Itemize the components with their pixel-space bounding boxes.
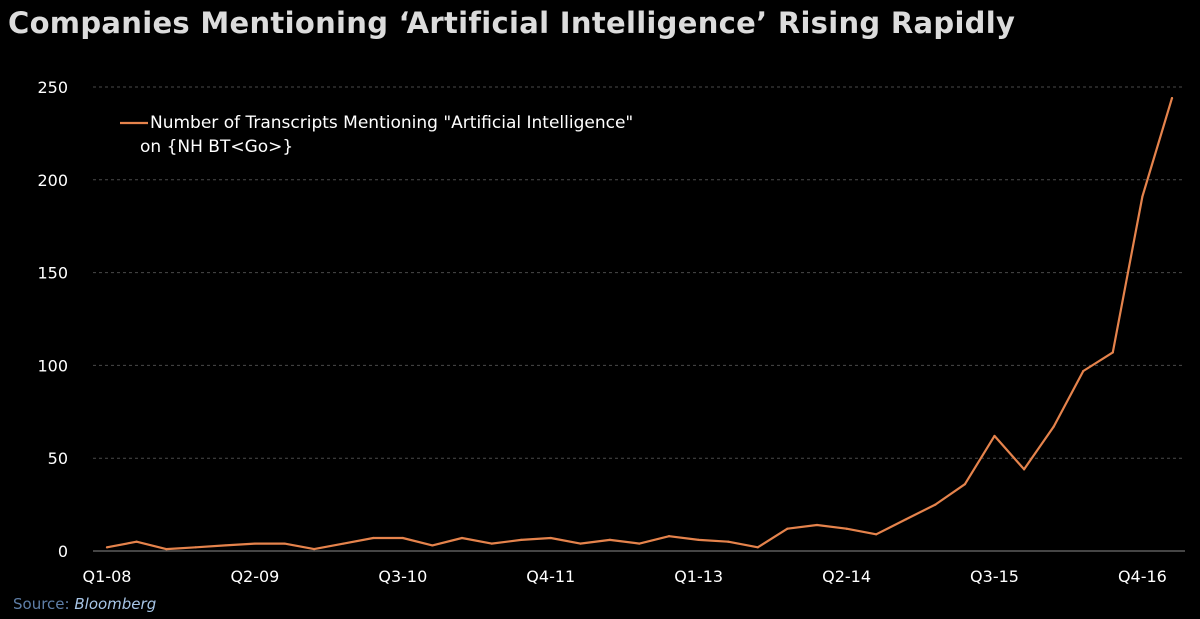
- x-tick-label: Q1-13: [674, 567, 723, 586]
- data-point: [638, 542, 641, 545]
- data-point: [1022, 468, 1026, 471]
- x-tick-label: Q2-14: [822, 567, 871, 586]
- data-point: [608, 538, 612, 541]
- data-point: [549, 536, 552, 540]
- x-tick-label: Q3-15: [970, 567, 1019, 586]
- y-tick-label: 100: [37, 356, 68, 375]
- data-point: [1111, 351, 1114, 354]
- data-point: [520, 538, 523, 541]
- data-point: [993, 434, 996, 438]
- legend-label: on {NH BT<Go>}: [140, 137, 293, 157]
- data-point: [312, 548, 316, 551]
- data-point: [904, 518, 907, 521]
- y-tick-label: 50: [48, 449, 68, 468]
- data-point: [1052, 425, 1055, 428]
- source-note: Source: Bloomberg: [13, 595, 156, 613]
- y-tick-label: 150: [37, 264, 68, 283]
- source-label: Source:: [13, 595, 70, 613]
- data-point: [135, 540, 138, 543]
- data-point: [697, 538, 700, 541]
- data-point: [815, 523, 819, 527]
- data-point: [165, 548, 168, 551]
- data-point: [194, 546, 197, 549]
- data-point: [845, 527, 848, 530]
- y-axis-ticks: 0 50 100 150 200 250: [37, 78, 68, 561]
- y-tick-label: 200: [37, 171, 68, 190]
- legend: Number of Transcripts Mentioning "Artifi…: [120, 113, 633, 157]
- x-tick-label: Q4-11: [526, 567, 575, 586]
- data-point: [283, 542, 286, 545]
- x-tick-label: Q3-10: [378, 567, 427, 586]
- data-point: [1141, 195, 1144, 198]
- legend-label: Number of Transcripts Mentioning "Artifi…: [150, 113, 633, 133]
- data-point: [372, 536, 375, 540]
- data-point: [1170, 97, 1174, 100]
- data-point: [1082, 369, 1085, 373]
- data-point: [342, 542, 345, 545]
- data-point: [431, 544, 434, 547]
- series-line: [105, 96, 1174, 551]
- data-point: [727, 540, 730, 543]
- data-point: [963, 483, 967, 486]
- gridlines: [93, 86, 1185, 459]
- data-point: [401, 536, 404, 540]
- x-tick-label: Q4-16: [1118, 567, 1167, 586]
- y-tick-label: 0: [58, 542, 68, 561]
- x-tick-label: Q1-08: [83, 567, 132, 586]
- data-point: [579, 542, 582, 545]
- data-point: [875, 533, 878, 536]
- y-tick-label: 250: [37, 78, 68, 97]
- data-point: [105, 546, 109, 549]
- data-point: [667, 535, 671, 538]
- series-layer: [105, 96, 1174, 551]
- data-point: [756, 546, 759, 549]
- data-point: [786, 527, 789, 530]
- data-point: [490, 542, 493, 545]
- data-point: [224, 544, 227, 547]
- x-tick-label: Q2-09: [230, 567, 279, 586]
- source-value: Bloomberg: [74, 595, 157, 613]
- data-point: [934, 503, 937, 506]
- chart-title: Companies Mentioning ‘Artificial Intelli…: [8, 6, 1016, 40]
- x-axis-ticks: Q1-08 Q2-09 Q3-10 Q4-11 Q1-13 Q2-14 Q3-15 Q4-16: [83, 567, 1167, 586]
- data-point: [460, 536, 464, 540]
- data-point: [253, 542, 257, 545]
